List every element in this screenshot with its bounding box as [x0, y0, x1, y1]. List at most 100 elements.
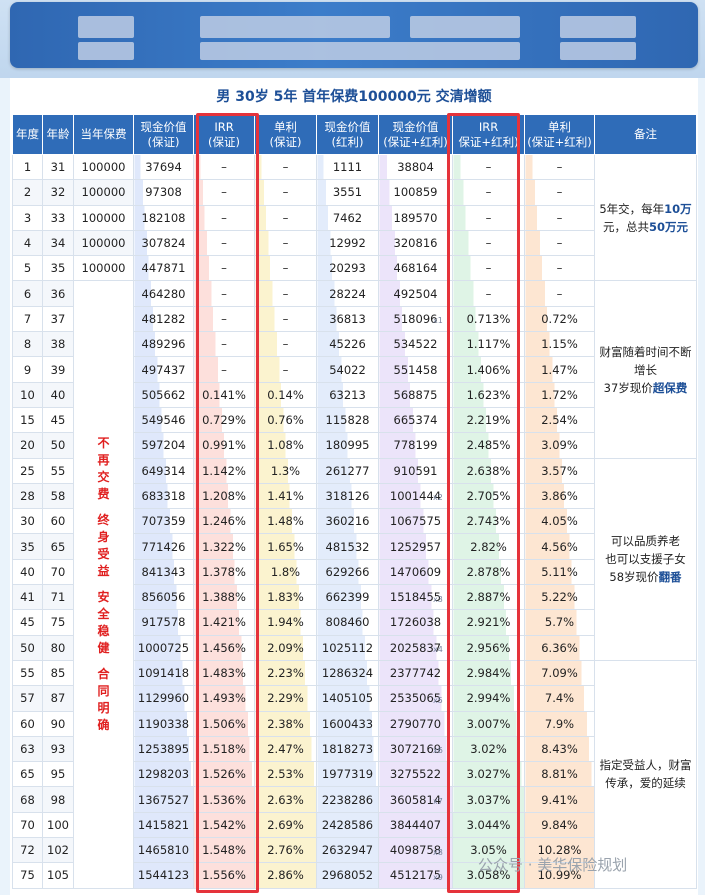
table-cell: 0.76%	[254, 406, 317, 434]
table-cell: 1.72%	[524, 381, 595, 408]
table-row: 9 39 497437– –54022 551458 1.406% 1.47%	[12, 356, 697, 383]
table-cell: 60	[12, 710, 43, 737]
table-row: 6 36 不再交费终身受益安全稳健合同明确 464280– –28224 492504– –…	[12, 280, 697, 889]
table-cell: 63	[12, 735, 43, 763]
table-cell: 2.53%	[254, 761, 317, 788]
table-cell: 9	[12, 356, 43, 383]
table-cell: 1000725	[133, 634, 194, 661]
table-cell: 28	[12, 482, 43, 510]
table-cell: 1129960	[133, 685, 194, 712]
premium-status-note: 不再交费终身受益安全稳健合同明确	[73, 280, 134, 889]
table-cell: –	[452, 179, 525, 206]
table-cell: 1405105	[316, 685, 379, 712]
table-cell: 1	[12, 153, 43, 181]
table-row: 40 70 841343 1.378% 1.8% 629266 1470609 2.878% 5…	[12, 558, 697, 586]
table-cell: 9.41%	[524, 786, 595, 813]
multiplier-mark: x4	[433, 645, 443, 655]
table-cell: 50	[42, 432, 74, 459]
table-cell: 100	[42, 811, 74, 839]
table-cell: 55	[42, 457, 74, 484]
table-cell: 36813	[316, 305, 379, 333]
table-row: 3 33 100000 182108– –7462 189570– –	[12, 204, 697, 231]
table-cell: 497437	[133, 356, 194, 383]
multiplier-mark: x9	[433, 872, 443, 882]
table-cell: 2.743%	[452, 508, 525, 535]
table-cell: 2.956%	[452, 634, 525, 661]
table-cell: –	[452, 280, 525, 307]
table-cell: 307824	[133, 229, 194, 257]
remark-cell: 指定受益人，财富 传承，爱的延续	[594, 659, 697, 889]
table-cell: –	[254, 179, 317, 206]
table-cell: 1465810	[133, 837, 194, 864]
table-cell: 2	[12, 179, 43, 206]
table-cell: 58	[42, 482, 74, 510]
table-cell: 1.556%	[193, 862, 255, 889]
table-cell: 90	[42, 710, 74, 737]
table-cell: 2377742	[378, 659, 453, 687]
table-cell: 25	[12, 457, 43, 484]
table-cell: 40	[42, 381, 74, 408]
table-cell: 2.54%	[524, 406, 595, 434]
table-cell: 85	[42, 659, 74, 687]
table-cell: 1415821	[133, 811, 194, 839]
table-row: 68 98 1367527 1.536% 2.63% 2238286 3605814 3.03…	[12, 786, 697, 813]
table-cell: 1518455	[378, 584, 453, 611]
table-cell: 182108	[133, 204, 194, 231]
table-cell: 37	[42, 305, 74, 333]
table-cell: 568875	[378, 381, 453, 408]
table-cell: –	[254, 280, 317, 307]
table-cell: 0.729%	[193, 406, 255, 434]
table-cell: 1190338	[133, 710, 194, 737]
table-cell: 3.037%	[452, 786, 525, 813]
table-cell: 38	[42, 331, 74, 358]
table-cell: 468164	[378, 255, 453, 282]
table-cell: –	[193, 331, 255, 358]
column-header: 单利 (保证+红利)	[524, 114, 595, 155]
blurred-text	[410, 16, 520, 38]
table-cell: 489296	[133, 331, 194, 358]
table-cell: –	[193, 280, 255, 307]
table-cell: 5.7%	[524, 609, 595, 636]
table-cell: 3.86%	[524, 482, 595, 510]
table-row: 41 71 856056 1.388% 1.83% 662399 1518455 2.887%…	[12, 584, 697, 611]
blurred-header-card	[10, 2, 698, 68]
table-cell: 3072169	[378, 735, 453, 763]
table-cell: 68	[12, 786, 43, 813]
table-cell: 35	[12, 533, 43, 560]
table-cell: –	[193, 356, 255, 383]
table-cell: 3844407	[378, 811, 453, 839]
table-cell: 2.485%	[452, 432, 525, 459]
table-cell: 3.027%	[452, 761, 525, 788]
table-cell: 2.09%	[254, 634, 317, 661]
table-cell: 1726038	[378, 609, 453, 636]
column-header: IRR (保证)	[193, 114, 255, 155]
table-cell: 1.322%	[193, 533, 255, 560]
table-cell: 1.406%	[452, 356, 525, 383]
table-cell: 100000	[73, 153, 134, 181]
table-cell: 9.84%	[524, 811, 595, 839]
table-cell: 2.921%	[452, 609, 525, 636]
table-cell: –	[452, 204, 525, 231]
table-cell: 1.456%	[193, 634, 255, 661]
column-header: 当年保费	[73, 114, 134, 155]
table-cell: 5	[12, 255, 43, 282]
table-cell: 1.518%	[193, 735, 255, 763]
table-row: 1 31 100000 37694– –1111 38804– –5年交，每年10万 元，总共…	[12, 153, 697, 282]
multiplier-mark: x7	[433, 796, 443, 806]
multiplier-mark: x2	[433, 493, 443, 503]
table-cell: 7	[12, 305, 43, 333]
column-header: IRR 保证+红利)	[452, 114, 525, 155]
multiplier-mark: x5	[433, 695, 443, 705]
table-row: 60 90 1190338 1.506% 2.38% 1600433 2790770 3.00…	[12, 710, 697, 737]
table-cell: 665374	[378, 406, 453, 434]
table-cell: –	[254, 356, 317, 383]
table-cell: 45226	[316, 331, 379, 358]
table-cell: 2632947	[316, 837, 379, 864]
table-cell: 1367527	[133, 786, 194, 813]
table-cell: 31	[42, 153, 74, 181]
table-cell: 481282	[133, 305, 194, 333]
table-cell: 1.506%	[193, 710, 255, 737]
table-cell: 97308	[133, 179, 194, 206]
table-cell: –	[254, 305, 317, 333]
table-cell: 2.82%	[452, 533, 525, 560]
